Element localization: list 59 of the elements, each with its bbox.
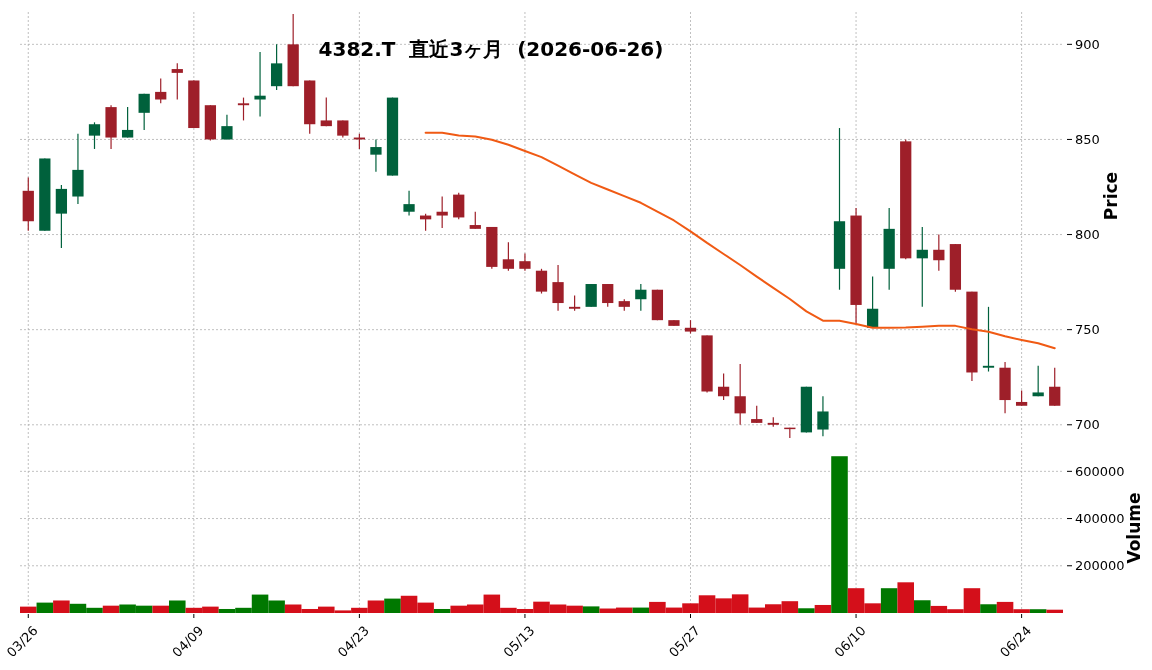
bar [152,605,169,613]
candlestick [982,306,995,373]
bar [102,605,120,613]
candlestick [270,43,283,91]
bar [1029,609,1047,613]
candlestick [88,121,101,150]
y-tick-label: 700 [1075,417,1100,433]
candlestick [453,192,465,220]
bar [384,598,401,613]
y-axis-title: Volume [1124,492,1144,564]
candlestick [502,241,515,272]
text: 4382.T 直近3ヶ月 (2026-06-26) [318,37,664,61]
candlestick [436,195,448,229]
candlestick [370,138,382,173]
candlestick [734,363,746,426]
candlestick [635,283,647,312]
bar [914,600,931,613]
bar [814,604,832,613]
candlestick [320,97,332,127]
bar [582,606,600,613]
y-tick-label: 750 [1075,322,1100,338]
candlestick [403,190,415,217]
bar [53,600,70,613]
line-series [424,131,1056,350]
bar [36,602,54,613]
candlestick [121,106,134,139]
candlestick [866,275,879,329]
y-axis-title: Price [1101,171,1121,221]
candlestick [237,97,250,122]
y-tick-label: 900 [1075,36,1100,52]
candlestick [138,93,150,131]
y-tick-label: 800 [1075,227,1100,243]
bar [980,604,997,613]
candlestick [602,283,614,308]
candlestick [552,264,564,312]
candlestick [254,51,266,118]
candlestick [155,77,167,104]
y-tick-label: 850 [1075,132,1100,147]
candlestick [221,114,233,141]
bar [897,582,914,613]
candlestick [585,283,597,308]
candlestick [717,372,730,401]
y-tick-label: 200000 [1075,558,1125,574]
candlestick [1032,365,1044,397]
bar [20,606,37,613]
bar [433,608,451,613]
candlestick [535,268,548,295]
candlestick [817,395,829,437]
bar [831,456,848,613]
candlestick [933,233,945,272]
y-tick-label: 400000 [1075,511,1125,527]
bar [1046,609,1063,613]
candlestick [171,62,183,101]
bar [169,600,186,613]
bar [798,608,815,613]
candlestick [1049,367,1061,407]
bar [880,588,898,613]
y-tick-label: 600000 [1075,463,1125,479]
candlestick [916,226,928,308]
